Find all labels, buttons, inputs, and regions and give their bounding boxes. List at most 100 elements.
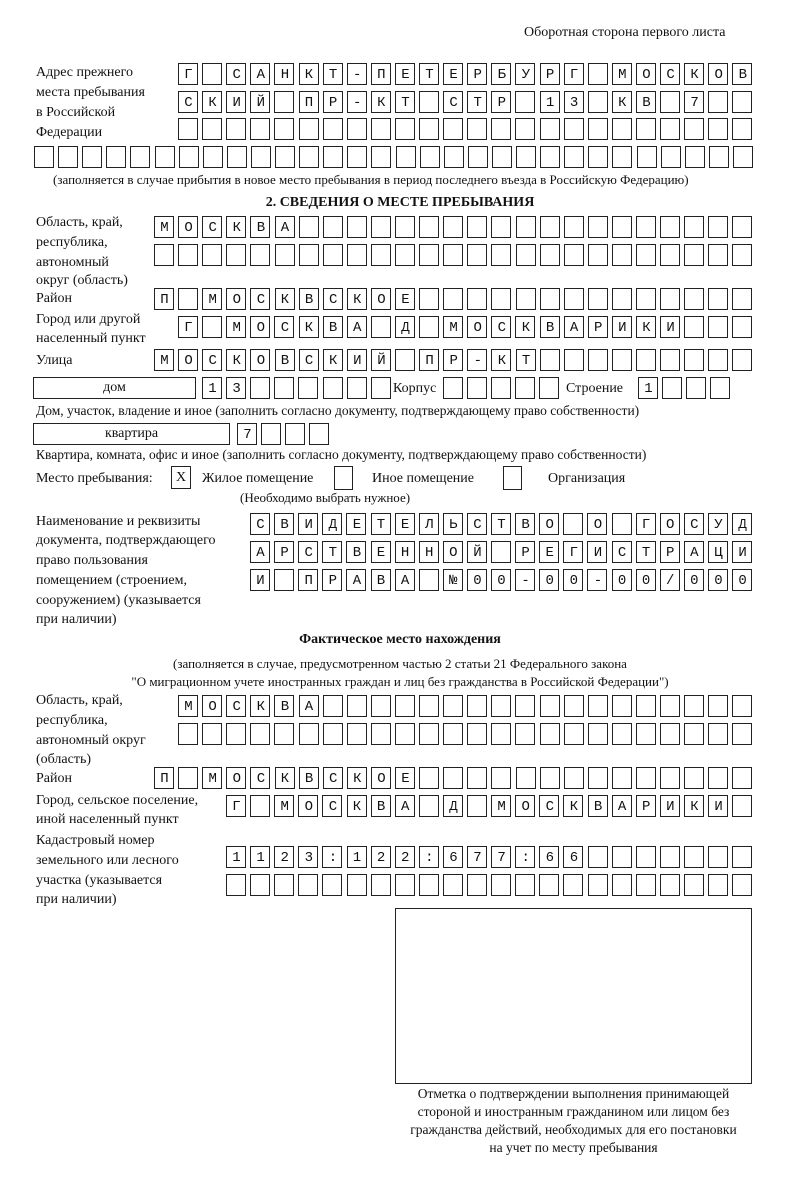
letter-cell[interactable] xyxy=(515,377,536,399)
letter-cell[interactable] xyxy=(395,288,415,310)
letter-cell[interactable] xyxy=(539,767,560,789)
letter-cell[interactable] xyxy=(226,795,246,817)
letter-cell[interactable] xyxy=(274,216,295,238)
letter-cell[interactable] xyxy=(684,63,705,85)
letter-cell[interactable] xyxy=(539,349,560,371)
letter-cell[interactable] xyxy=(322,723,343,745)
letter-cell[interactable] xyxy=(612,146,633,168)
letter-cell[interactable] xyxy=(684,244,705,266)
letter-cell[interactable] xyxy=(587,288,608,310)
letter-cell[interactable] xyxy=(178,244,199,266)
letter-cell[interactable] xyxy=(250,91,271,113)
letter-cell[interactable] xyxy=(515,569,536,591)
letter-cell[interactable] xyxy=(346,216,367,238)
letter-cell[interactable] xyxy=(274,767,295,789)
letter-cell[interactable] xyxy=(418,874,439,896)
letter-cell[interactable] xyxy=(515,118,536,140)
letter-cell[interactable] xyxy=(346,513,367,535)
letter-cell[interactable] xyxy=(250,541,270,563)
letter-cell[interactable] xyxy=(491,541,511,563)
letter-cell[interactable] xyxy=(202,767,223,789)
letter-cell[interactable] xyxy=(708,349,729,371)
letter-cell[interactable] xyxy=(611,795,632,817)
letter-cell[interactable] xyxy=(226,288,247,310)
letter-cell[interactable] xyxy=(467,63,488,85)
letter-cell[interactable] xyxy=(587,118,608,140)
letter-cell[interactable] xyxy=(611,216,632,238)
letter-cell[interactable] xyxy=(250,63,271,85)
letter-cell[interactable] xyxy=(708,216,729,238)
letter-cell[interactable] xyxy=(467,723,488,745)
letter-cell[interactable] xyxy=(370,767,391,789)
letter-cell[interactable] xyxy=(250,118,271,140)
letter-cell[interactable] xyxy=(226,244,247,266)
letter-cell[interactable] xyxy=(563,349,584,371)
letter-cell[interactable] xyxy=(443,244,464,266)
letter-cell[interactable] xyxy=(539,316,560,338)
letter-cell[interactable] xyxy=(442,795,463,817)
letter-cell[interactable] xyxy=(178,63,198,85)
letter-cell[interactable] xyxy=(563,569,584,591)
letter-cell[interactable] xyxy=(299,146,320,168)
letter-cell[interactable] xyxy=(202,118,223,140)
letter-cell[interactable] xyxy=(611,695,632,717)
letter-cell[interactable] xyxy=(563,216,584,238)
letter-cell[interactable] xyxy=(226,216,247,238)
letter-cell[interactable] xyxy=(202,695,223,717)
letter-cell[interactable] xyxy=(226,91,247,113)
letter-cell[interactable] xyxy=(322,541,343,563)
letter-cell[interactable] xyxy=(226,377,247,399)
letter-cell[interactable] xyxy=(660,118,680,140)
letter-cell[interactable] xyxy=(515,316,536,338)
letter-cell[interactable] xyxy=(491,146,512,168)
letter-cell[interactable] xyxy=(707,541,728,563)
letter-cell[interactable] xyxy=(154,244,174,266)
letter-cell[interactable] xyxy=(394,541,415,563)
letter-cell[interactable] xyxy=(370,541,391,563)
letter-cell[interactable] xyxy=(467,846,487,868)
letter-cell[interactable] xyxy=(250,216,271,238)
letter-cell[interactable] xyxy=(563,767,584,789)
letter-cell[interactable] xyxy=(250,288,271,310)
letter-cell[interactable] xyxy=(539,288,560,310)
letter-cell[interactable] xyxy=(563,513,584,535)
letter-cell[interactable] xyxy=(636,244,656,266)
letter-cell[interactable] xyxy=(539,695,560,717)
letter-cell[interactable] xyxy=(732,874,753,896)
letter-cell[interactable] xyxy=(467,349,488,371)
letter-cell[interactable] xyxy=(419,91,439,113)
letter-cell[interactable] xyxy=(708,767,729,789)
letter-cell[interactable] xyxy=(539,118,560,140)
letter-cell[interactable] xyxy=(732,541,752,563)
letter-cell[interactable] xyxy=(178,288,199,310)
letter-cell[interactable] xyxy=(322,377,343,399)
letter-cell[interactable] xyxy=(202,91,223,113)
letter-cell[interactable] xyxy=(298,118,319,140)
letter-cell[interactable] xyxy=(323,146,344,168)
letter-cell[interactable] xyxy=(274,377,295,399)
letter-cell[interactable] xyxy=(611,846,632,868)
letter-cell[interactable] xyxy=(563,118,584,140)
letter-cell[interactable] xyxy=(708,723,729,745)
letter-cell[interactable] xyxy=(708,846,728,868)
letter-cell[interactable] xyxy=(202,288,223,310)
letter-cell[interactable] xyxy=(178,146,199,168)
flat-type-field[interactable]: квартира xyxy=(33,423,230,445)
letter-cell[interactable] xyxy=(563,541,584,563)
letter-cell[interactable] xyxy=(659,795,680,817)
letter-cell[interactable] xyxy=(418,795,439,817)
letter-cell[interactable] xyxy=(611,767,632,789)
letter-cell[interactable] xyxy=(467,377,488,399)
letter-cell[interactable] xyxy=(395,349,415,371)
letter-cell[interactable] xyxy=(274,288,295,310)
letter-cell[interactable] xyxy=(443,216,464,238)
letter-cell[interactable] xyxy=(250,695,271,717)
letter-cell[interactable] xyxy=(710,377,731,399)
letter-cell[interactable] xyxy=(539,91,560,113)
letter-cell[interactable] xyxy=(515,723,536,745)
letter-cell[interactable] xyxy=(419,723,439,745)
letter-cell[interactable] xyxy=(588,146,609,168)
letter-cell[interactable] xyxy=(707,569,728,591)
letter-cell[interactable] xyxy=(491,63,512,85)
letter-cell[interactable] xyxy=(467,244,488,266)
